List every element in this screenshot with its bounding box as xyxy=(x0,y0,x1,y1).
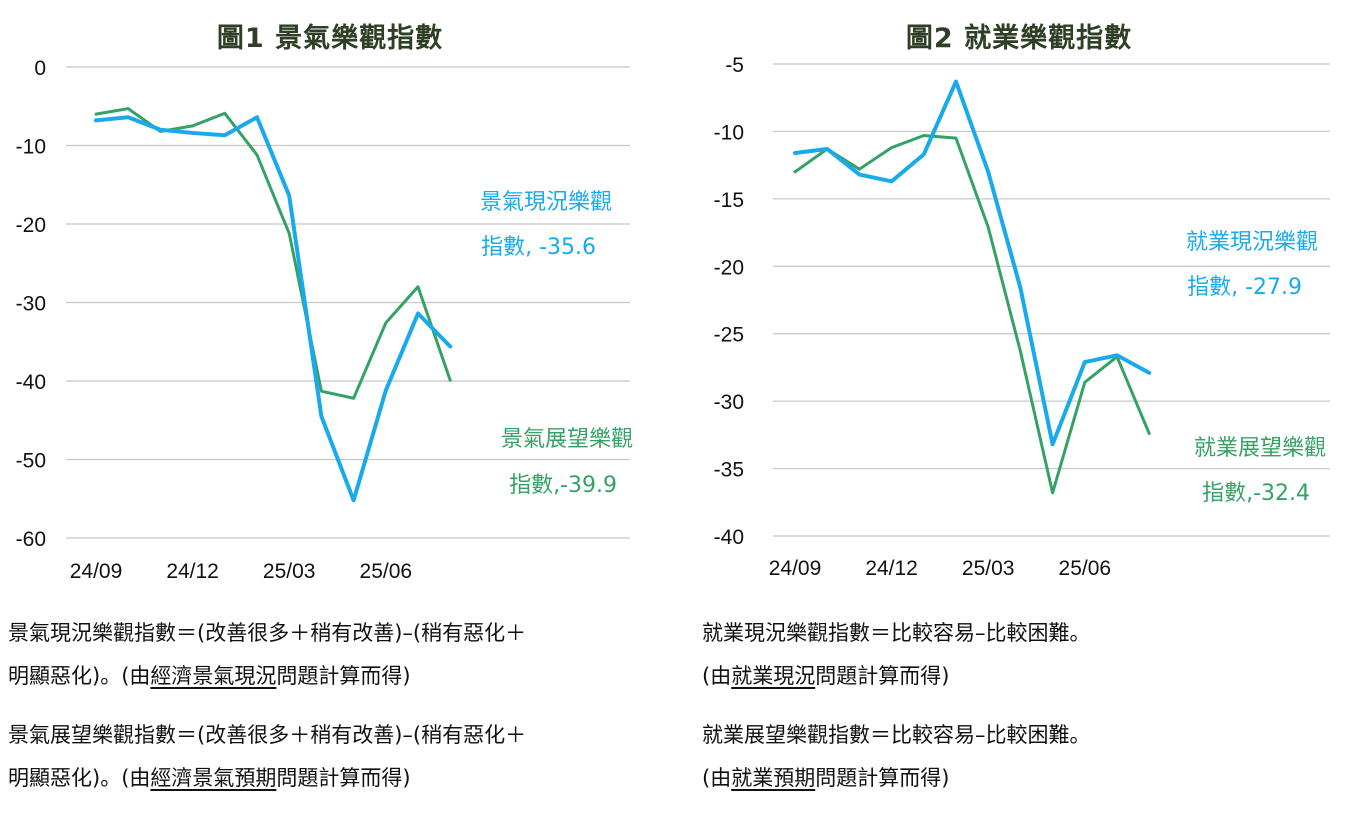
note-line: 景氣現況樂觀指數＝(改善很多＋稍有改善)–(稍有惡化＋ xyxy=(8,621,527,645)
y-tick-label: -20 xyxy=(16,214,46,237)
y-tick-label: -40 xyxy=(16,371,46,394)
y-tick-label: -40 xyxy=(714,526,744,549)
x-tick-label: 25/03 xyxy=(263,560,316,583)
x-tick-label: 24/09 xyxy=(769,557,822,580)
y-tick-label: -25 xyxy=(714,324,744,347)
y-tick-label: -60 xyxy=(16,528,46,551)
series-line-outlook xyxy=(793,133,1151,495)
series-annotation-line2: 指數,-32.4 xyxy=(1202,481,1310,506)
chart-employment-optimism: 圖2 就業樂觀指數 -5 -10 -15 -20 -25 -30 -35 -40 24/09 24… xyxy=(690,0,1348,595)
note-line: 明顯惡化)。(由經濟景氣現況問題計算而得) xyxy=(8,664,411,688)
note-line: 景氣展望樂觀指數＝(改善很多＋稍有改善)–(稍有惡化＋ xyxy=(8,723,527,747)
y-tick-label: -10 xyxy=(16,136,46,159)
note-line: 就業現況樂觀指數＝比較容易–比較困難。 xyxy=(702,621,1091,645)
y-tick-label: -35 xyxy=(714,459,744,482)
definition-note-employment-outlook: 就業展望樂觀指數＝比較容易–比較困難。 (由就業預期問題計算而得) xyxy=(702,714,1342,800)
underlined-question: 經濟景氣預期 xyxy=(150,766,277,790)
x-tick-label: 25/06 xyxy=(1059,557,1112,580)
note-line: 就業展望樂觀指數＝比較容易–比較困難。 xyxy=(702,723,1091,747)
x-tick-label: 25/06 xyxy=(360,560,413,583)
definition-note-business-outlook: 景氣展望樂觀指數＝(改善很多＋稍有改善)–(稍有惡化＋ 明顯惡化)。(由經濟景氣… xyxy=(8,714,648,800)
y-tick-label: -50 xyxy=(16,450,46,473)
series-line-current xyxy=(793,79,1152,447)
definition-note-employment-current: 就業現況樂觀指數＝比較容易–比較困難。 (由就業現況問題計算而得) xyxy=(702,612,1342,698)
x-tick-label: 24/12 xyxy=(865,557,918,580)
y-tick-label: -30 xyxy=(714,391,744,414)
y-tick-label: 0 xyxy=(34,57,46,80)
y-tick-label: -30 xyxy=(16,293,46,316)
note-line: (由就業現況問題計算而得) xyxy=(702,664,950,688)
y-tick-label: -5 xyxy=(725,54,744,77)
series-annotation-line1: 景氣現況樂觀 xyxy=(480,190,612,215)
y-tick-label: -15 xyxy=(714,189,744,212)
series-annotation-line1: 景氣展望樂觀 xyxy=(501,427,633,452)
x-tick-label: 25/03 xyxy=(962,557,1015,580)
y-tick-label: -10 xyxy=(714,121,744,144)
x-tick-label: 24/12 xyxy=(166,560,219,583)
chart-plot: -5 -10 -15 -20 -25 -30 -35 -40 24/09 24/12 25/03 25… xyxy=(714,54,1330,580)
chart-plot: 0 -10 -20 -30 -40 -50 -60 24/09 24/12 25/03 25/06 景… xyxy=(16,57,633,583)
series-annotation-line2: 指數, -27.9 xyxy=(1187,275,1302,300)
series-line-current xyxy=(94,115,453,503)
underlined-question: 就業現況 xyxy=(731,664,816,688)
underlined-question: 經濟景氣現況 xyxy=(150,664,277,688)
series-annotation-line1: 就業展望樂觀 xyxy=(1194,436,1326,461)
chart-business-optimism: 圖1 景氣樂觀指數 0 -10 -20 -30 -40 -50 -60 24/09 24/12 2… xyxy=(0,0,660,595)
series-annotation-line2: 指數,-39.9 xyxy=(509,473,617,498)
note-line: (由就業預期問題計算而得) xyxy=(702,766,950,790)
chart-title: 圖1 景氣樂觀指數 xyxy=(216,23,444,54)
y-tick-label: -20 xyxy=(714,256,744,279)
note-line: 明顯惡化)。(由經濟景氣預期問題計算而得) xyxy=(8,766,411,790)
x-tick-label: 24/09 xyxy=(70,560,123,583)
underlined-question: 就業預期 xyxy=(731,766,816,790)
chart-title: 圖2 就業樂觀指數 xyxy=(905,23,1133,54)
series-annotation-line1: 就業現況樂觀 xyxy=(1186,230,1318,255)
series-annotation-line2: 指數, -35.6 xyxy=(481,235,596,260)
definition-note-business-current: 景氣現況樂觀指數＝(改善很多＋稍有改善)–(稍有惡化＋ 明顯惡化)。(由經濟景氣… xyxy=(8,612,648,698)
